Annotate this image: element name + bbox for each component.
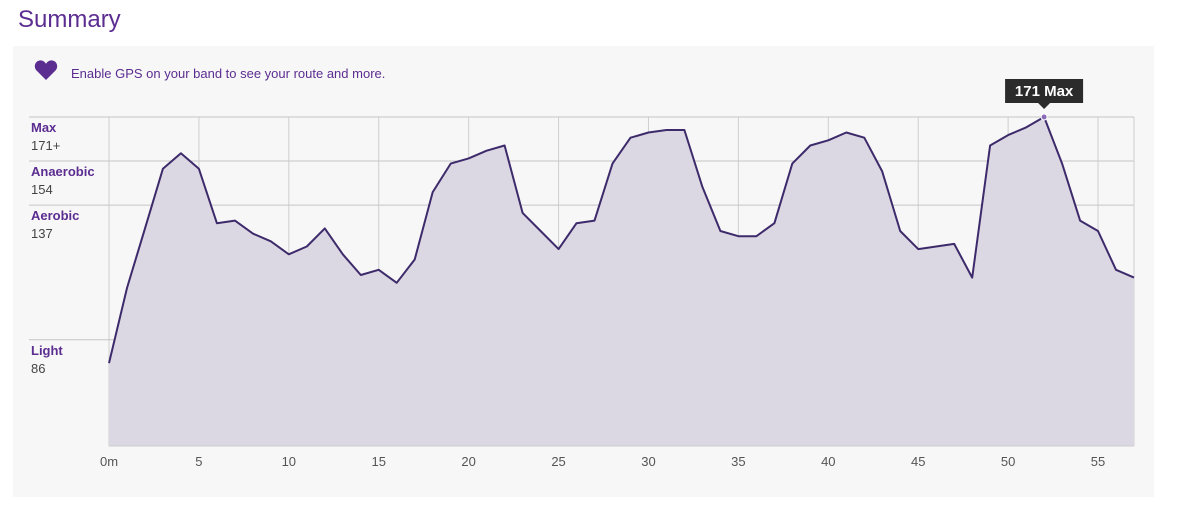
x-tick-label-1: 5 xyxy=(195,454,202,469)
max-point[interactable] xyxy=(1040,113,1048,121)
x-tick-label-4: 20 xyxy=(461,454,475,469)
x-tick-label-3: 15 xyxy=(372,454,386,469)
x-tick-label-11: 55 xyxy=(1091,454,1105,469)
zone-label-light: Light xyxy=(31,343,63,358)
max-tooltip: 171 Max xyxy=(1005,79,1084,121)
x-tick-label-2: 10 xyxy=(282,454,296,469)
x-tick-label-5: 25 xyxy=(551,454,565,469)
max-tooltip-text: 171 Max xyxy=(1015,83,1074,100)
zone-label-anaerobic: Anaerobic xyxy=(31,164,95,179)
x-tick-label-9: 45 xyxy=(911,454,925,469)
x-tick-label-0: 0m xyxy=(100,454,118,469)
zone-value-aerobic: 137 xyxy=(31,226,53,241)
heart-rate-area xyxy=(109,117,1134,446)
summary-panel: Enable GPS on your band to see your rout… xyxy=(13,46,1154,497)
x-tick-label-7: 35 xyxy=(731,454,745,469)
heart-rate-chart: Max 171+ Anaerobic 154 Aerobic 137 Light 86 0m 5… xyxy=(29,79,1135,469)
zone-label-aerobic: Aerobic xyxy=(31,208,79,223)
page-title: Summary xyxy=(18,6,121,33)
heart-rate-line xyxy=(108,116,1135,364)
x-tick-label-6: 30 xyxy=(641,454,655,469)
x-tick-label-10: 50 xyxy=(1001,454,1015,469)
zone-value-light: 86 xyxy=(31,361,45,376)
zone-value-max: 171+ xyxy=(31,138,60,153)
x-tick-label-8: 40 xyxy=(821,454,835,469)
heart-icon xyxy=(34,59,58,81)
zone-label-max: Max xyxy=(31,120,57,135)
gps-notice: Enable GPS on your band to see your rout… xyxy=(34,58,385,81)
zone-value-anaerobic: 154 xyxy=(31,182,53,197)
gps-message: Enable GPS on your band to see your rout… xyxy=(71,66,386,81)
